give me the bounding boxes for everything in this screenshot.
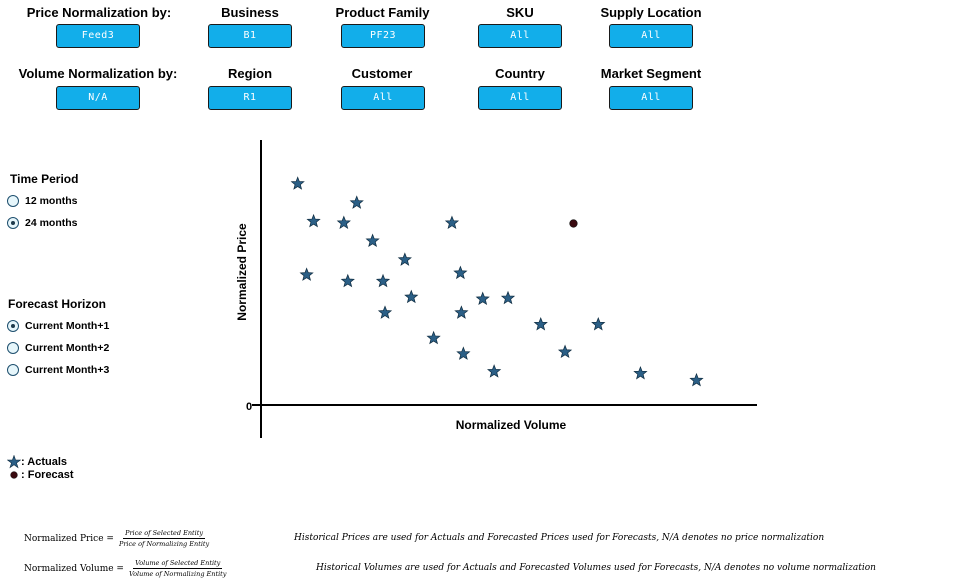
formula-fraction: Volume of Selected Entity Volume of Norm… [127,559,228,578]
price-note: Historical Prices are used for Actuals a… [294,533,825,543]
legend-forecast-label: : Forecast [21,469,74,481]
time-period-option-label: 24 months [25,217,78,229]
actual-point [487,364,502,378]
region-button[interactable]: R1 [208,86,292,110]
radio-icon[interactable] [7,195,19,207]
business-label: Business [221,5,279,20]
price-normalization-label: Price Normalization by: [26,5,172,20]
actual-point [533,316,548,331]
product-family-button[interactable]: PF23 [341,24,425,48]
forecast-horizon-option-label: Current Month+1 [25,320,110,332]
time-period-option-24[interactable]: 24 months [7,217,78,229]
time-period-option-label: 12 months [25,195,78,207]
volume-note: Historical Volumes are used for Actuals … [316,563,876,573]
actual-point [340,273,355,288]
legend-forecast: : Forecast [9,469,74,481]
forecast-horizon-option-label: Current Month+2 [25,342,110,354]
supply-location-label: Supply Location [600,5,702,20]
actual-point [299,267,314,281]
radio-selected-icon[interactable] [7,217,19,229]
market-segment-button[interactable]: All [609,86,693,110]
forecast-horizon-option-3[interactable]: Current Month+3 [7,364,109,376]
customer-label: Customer [351,66,413,81]
actual-point [633,365,648,380]
time-period-title: Time Period [10,172,79,186]
customer-button[interactable]: All [341,86,425,110]
formula-numerator: Volume of Selected Entity [133,559,223,569]
actual-point [557,344,573,359]
legend-actuals-label: : Actuals [21,456,68,468]
forecast-horizon-option-2[interactable]: Current Month+2 [7,342,109,354]
formula-lhs: Normalized Volume = [24,563,124,574]
market-segment-label: Market Segment [600,66,702,81]
forecast-horizon-option-label: Current Month+3 [25,364,110,376]
formula-denominator: Price of Normalizing Entity [118,540,210,548]
actual-point [456,346,471,360]
actual-point [689,372,704,387]
country-label: Country [495,66,545,81]
actual-point [306,213,321,228]
actual-point [591,316,606,331]
forecast-point [569,219,578,228]
legend-actuals: : Actuals [7,455,67,469]
y-axis-label: Normalized Price [235,223,249,321]
actual-point [336,215,351,229]
formula-numerator: Price of Selected Entity [123,529,206,539]
forecast-horizon-option-1[interactable]: Current Month+1 [7,320,109,332]
product-family-label: Product Family [335,5,430,20]
actual-point [500,290,516,305]
x-axis-label: Normalized Volume [456,418,567,432]
actual-point [404,289,419,304]
actual-point [475,291,490,306]
forecast-horizon-title: Forecast Horizon [8,297,107,311]
actual-point [453,265,468,280]
actual-point [375,273,391,288]
actual-point [454,305,469,319]
sku-button[interactable]: All [478,24,562,48]
normalized-price-formula: Normalized Price = Price of Selected Ent… [24,529,211,548]
volume-normalization-label: Volume Normalization by: [18,66,178,81]
formula-fraction: Price of Selected Entity Price of Normal… [117,529,211,548]
actual-point [444,215,460,229]
circle-icon [10,471,18,479]
star-icon [7,455,21,469]
business-button[interactable]: B1 [208,24,292,48]
time-period-option-12[interactable]: 12 months [7,195,78,207]
country-button[interactable]: All [478,86,562,110]
volume-normalization-button[interactable]: N/A [56,86,140,110]
y-tick-label: 0 [246,401,252,413]
actual-point [290,176,305,190]
region-label: Region [227,66,273,81]
radio-icon[interactable] [7,364,19,376]
sku-label: SKU [506,5,534,20]
actual-point [397,252,412,266]
actual-point [426,330,441,345]
radio-icon[interactable] [7,342,19,354]
actual-point [377,305,393,319]
formula-lhs: Normalized Price = [24,533,114,544]
normalized-volume-formula: Normalized Volume = Volume of Selected E… [24,559,228,578]
price-normalization-button[interactable]: Feed3 [56,24,140,48]
actual-point [349,195,364,209]
actual-point [365,233,380,248]
supply-location-button[interactable]: All [609,24,693,48]
radio-selected-icon[interactable] [7,320,19,332]
formula-denominator: Volume of Normalizing Entity [128,570,227,578]
